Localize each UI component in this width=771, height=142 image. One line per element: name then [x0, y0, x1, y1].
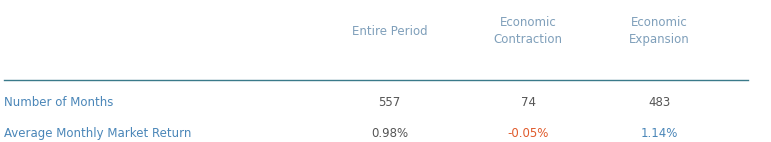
Text: 1.14%: 1.14%	[641, 127, 678, 140]
Text: 557: 557	[379, 96, 400, 109]
Text: Average Monthly Market Return: Average Monthly Market Return	[4, 127, 191, 140]
Text: Number of Months: Number of Months	[4, 96, 113, 109]
Text: Entire Period: Entire Period	[352, 25, 427, 38]
Text: 0.98%: 0.98%	[371, 127, 408, 140]
Text: Economic
Expansion: Economic Expansion	[629, 16, 689, 46]
Text: -0.05%: -0.05%	[507, 127, 549, 140]
Text: 74: 74	[520, 96, 536, 109]
Text: 483: 483	[648, 96, 670, 109]
Text: Economic
Contraction: Economic Contraction	[493, 16, 563, 46]
